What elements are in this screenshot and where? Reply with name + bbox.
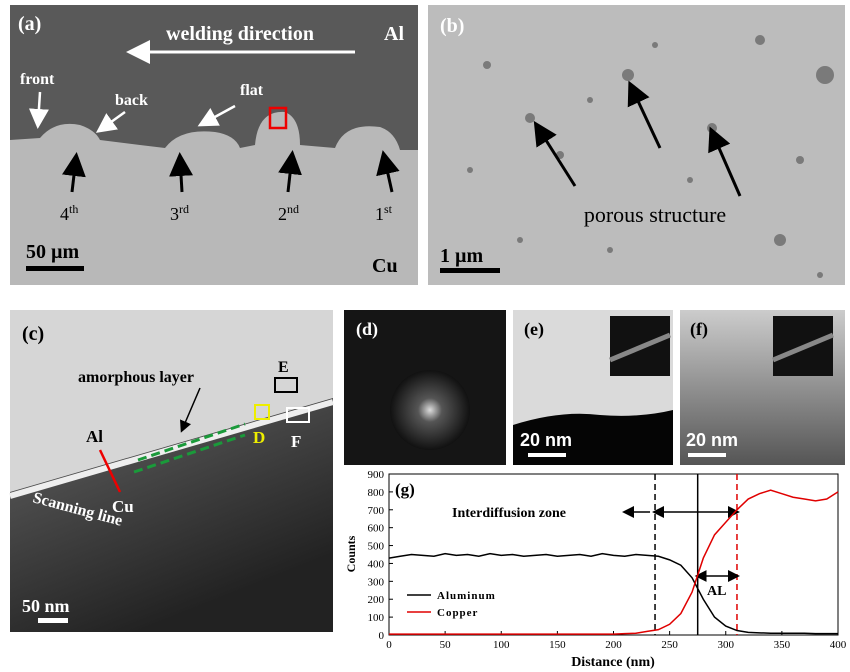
scale-label: 20 nm [686, 430, 738, 450]
annotation: AL [707, 584, 726, 599]
panel-label: (e) [524, 319, 544, 340]
al-label: Al [86, 427, 103, 446]
panel-label: (b) [440, 15, 464, 37]
panel-label: (c) [22, 323, 44, 345]
d-label: D [253, 428, 265, 447]
x-tick-label: 0 [386, 639, 392, 651]
e-label: E [278, 359, 289, 376]
pass-suffix: rd [179, 202, 189, 216]
x-axis-title: Distance (nm) [571, 655, 655, 670]
fft-spot [390, 370, 470, 450]
panel-label: (d) [356, 319, 378, 340]
note: porous structure [584, 202, 726, 227]
legend-label: Copper [437, 607, 478, 619]
y-tick-label: 200 [368, 594, 385, 606]
x-tick-label: 400 [830, 639, 847, 651]
chart-label: (g) [395, 480, 415, 499]
panel-d: (d) [344, 310, 506, 465]
x-tick-label: 100 [493, 639, 510, 651]
scale-label: 50 nm [22, 596, 70, 616]
x-tick-label: 150 [549, 639, 566, 651]
scale-bar [440, 268, 500, 273]
panel-label: (a) [18, 13, 41, 35]
y-tick-label: 500 [368, 541, 385, 553]
y-tick-label: 0 [379, 630, 385, 642]
arrow [180, 158, 182, 192]
x-tick-label: 50 [440, 639, 452, 651]
layer-label: amorphous layer [78, 369, 194, 386]
panel-a: (a) welding direction Al front back flat… [10, 5, 418, 285]
y-tick-label: 700 [368, 505, 385, 517]
back-label: back [115, 92, 148, 109]
direction-label: welding direction [166, 23, 314, 45]
panel-e: (e) 20 nm [513, 310, 673, 465]
x-tick-label: 300 [718, 639, 735, 651]
scale-bar [26, 266, 84, 271]
panel-f: (f) 20 nm [680, 310, 845, 465]
pass-number: 4 [60, 204, 69, 224]
y-tick-label: 300 [368, 576, 385, 588]
scale-bar [528, 453, 566, 457]
pass-number: 3 [170, 204, 179, 224]
panel-c: (c) amorphous layer E D F Al Cu Scanning… [10, 310, 333, 632]
pass-suffix: st [384, 202, 393, 216]
f-label: F [291, 432, 301, 451]
x-tick-label: 350 [774, 639, 791, 651]
scale-label: 20 nm [520, 430, 572, 450]
scale-label: 50 µm [26, 241, 80, 263]
y-tick-label: 900 [368, 469, 385, 481]
y-tick-label: 600 [368, 523, 385, 535]
pass-suffix: th [69, 202, 78, 216]
pass-suffix: nd [287, 202, 299, 216]
scale-label: 1 µm [440, 245, 484, 267]
flat-label: flat [240, 82, 264, 99]
x-tick-label: 200 [605, 639, 622, 651]
y-tick-label: 400 [368, 558, 385, 570]
bottom-label: Cu [372, 255, 398, 277]
scale-bar [688, 453, 726, 457]
panel-label: (f) [690, 319, 708, 340]
y-tick-label: 800 [368, 487, 385, 499]
annotation: Interdiffusion zone [452, 506, 566, 521]
legend-label: Aluminum [437, 590, 496, 602]
pass-number: 2 [278, 204, 287, 224]
panel-b: (b) porous structure 1 µm [428, 5, 845, 285]
front-label: front [20, 71, 55, 88]
figure: (a) welding direction Al front back flat… [0, 0, 850, 672]
top-label: Al [384, 23, 404, 45]
y-axis-title: Counts [344, 535, 358, 572]
x-tick-label: 250 [661, 639, 678, 651]
y-tick-label: 100 [368, 612, 385, 624]
pass-number: 1 [375, 204, 384, 224]
scale-bar [38, 618, 68, 623]
